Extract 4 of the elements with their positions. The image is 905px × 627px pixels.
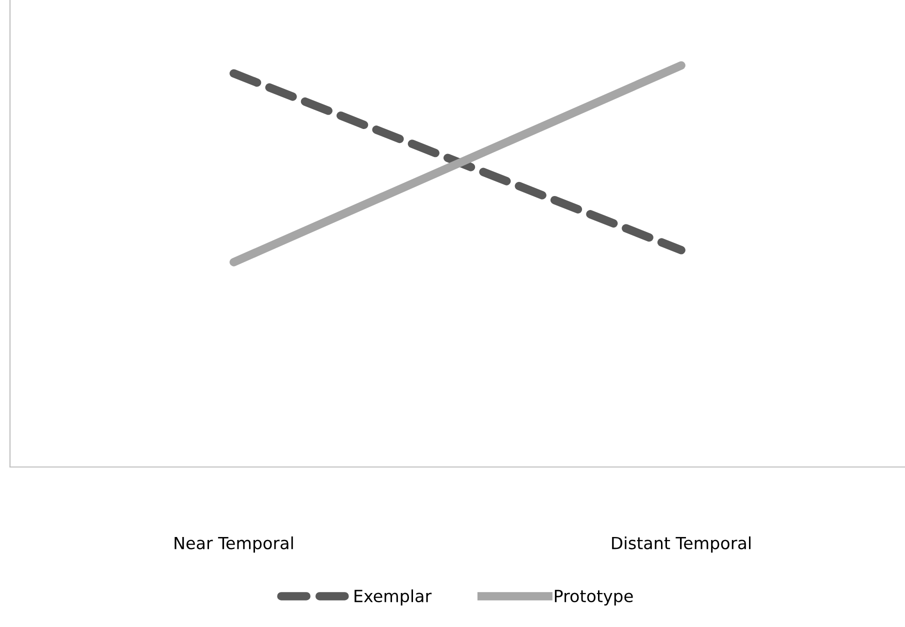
x-tick-label: Near Temporal [174,536,293,553]
x-tick-label: Distant Temporal [612,536,750,553]
legend-label: Prototype [554,590,633,606]
legend-label: Exemplar [354,589,432,606]
